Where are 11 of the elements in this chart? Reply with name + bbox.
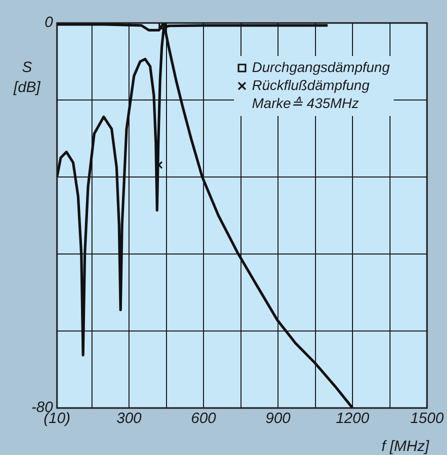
x-tick-label: 1200	[336, 410, 370, 428]
annotation: Marke≙ 435MHz	[252, 94, 359, 111]
x-tick-label: 600	[190, 410, 217, 428]
x-axis-title: f [MHz]	[382, 438, 430, 455]
x-tick-label: 300	[116, 410, 142, 428]
x-tick-label: 900	[265, 410, 292, 428]
legend-label: Durchgangsdämpfung	[252, 58, 390, 75]
x-tick-label: 1500	[410, 410, 444, 428]
legend-label: Rückflußdämpfung	[252, 76, 370, 93]
y-axis-title: S [dB]	[12, 59, 42, 96]
y-tick-label: 0	[44, 14, 54, 32]
